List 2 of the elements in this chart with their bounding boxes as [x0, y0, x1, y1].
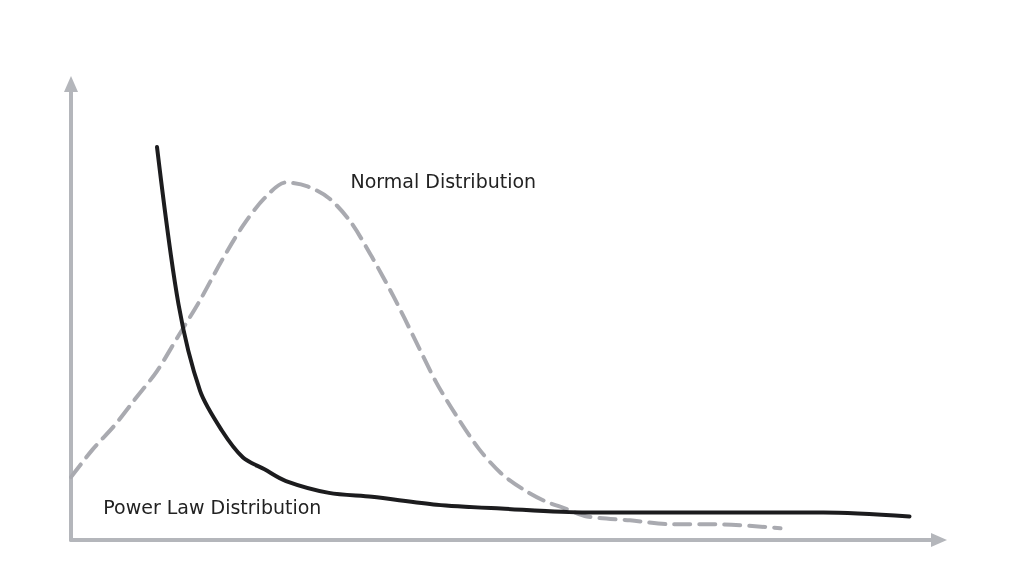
series-label: Normal Distribution: [350, 169, 537, 192]
series-label: Power Law Distribution: [103, 496, 322, 519]
